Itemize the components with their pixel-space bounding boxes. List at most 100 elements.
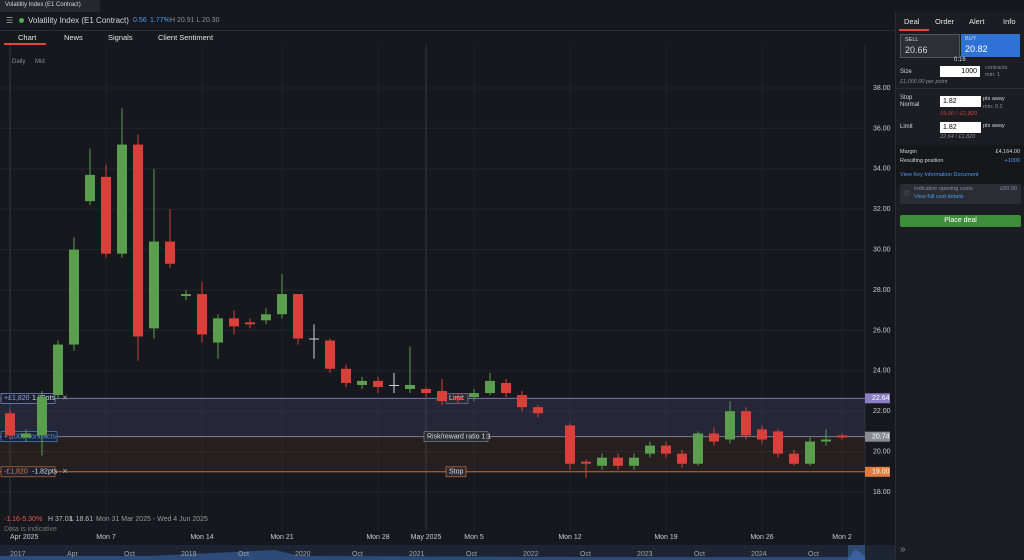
resulting-value: +1000: [1004, 158, 1020, 164]
close-x: ✕: [62, 395, 68, 402]
costs-link[interactable]: View full cost details: [914, 194, 964, 200]
navigator-label: Apr: [67, 551, 79, 558]
menu-icon[interactable]: ☰: [6, 16, 14, 25]
navigator-label: 2020: [295, 551, 311, 558]
tab-underline: [899, 29, 929, 31]
buy-button[interactable]: BUY 20.82: [961, 34, 1020, 57]
candle-body: [309, 338, 319, 340]
buy-label: BUY: [965, 36, 977, 42]
candle-body: [597, 457, 607, 466]
level-tag-box: [445, 466, 467, 478]
candle-body: [469, 393, 479, 398]
candle-body: [709, 433, 719, 442]
y-tick-label: 24.00: [873, 368, 891, 375]
level-tag-box: [423, 431, 489, 442]
candle-body: [325, 340, 335, 369]
x-tick-label: Apr 2025: [10, 534, 39, 541]
navigator-label: 2019: [181, 551, 197, 558]
navigator-label: 2024: [751, 551, 767, 558]
summary-range: Mon 31 Mar 2025 - Wed 4 Jun 2025: [96, 516, 208, 523]
side-label: +£1,820: [4, 395, 30, 402]
sell-price: 20.66: [905, 45, 928, 55]
browser-tab[interactable]: Volatility Index (E1 Contract): [0, 0, 100, 12]
candle-body: [533, 407, 543, 414]
x-tick-label: Mon 21: [270, 534, 293, 541]
candle-body: [133, 144, 143, 337]
x-tick-label: Mon 2: [832, 534, 852, 541]
buy-price: 20.82: [965, 44, 988, 54]
limit-result: 22.64 / £1,820: [940, 134, 976, 140]
tab[interactable]: News: [64, 33, 83, 42]
stop-unit[interactable]: pts away: [983, 96, 1005, 102]
panel-tab[interactable]: Alert: [969, 17, 985, 26]
panel-tab[interactable]: Info: [1003, 17, 1016, 26]
limit-unit[interactable]: pts away: [983, 123, 1005, 129]
tab-title: Volatility Index (E1 Contract): [5, 2, 81, 8]
y-tick-label: 18.00: [873, 489, 891, 496]
candle-body: [5, 413, 15, 436]
candle-body: [117, 144, 127, 254]
per-point: £1,000.00 per point: [900, 79, 948, 85]
margin-value: £4,164.00: [995, 149, 1020, 155]
candle-body: [341, 368, 351, 383]
candle-body: [277, 294, 287, 315]
tab[interactable]: Client Sentiment: [158, 33, 214, 42]
candle-body: [165, 241, 175, 264]
kid-link[interactable]: View Key Information Document: [900, 172, 979, 178]
navigator-label: 2021: [409, 551, 425, 558]
navigator-area: [0, 549, 865, 560]
side-box: [0, 392, 56, 404]
tab[interactable]: Signals: [108, 33, 133, 42]
x-tick-label: Mon 19: [654, 534, 677, 541]
level-tag: Stop: [449, 469, 464, 476]
candle-body: [757, 429, 767, 440]
change-pct: 1.77%: [150, 17, 170, 24]
candle-body: [357, 380, 367, 385]
level-price-box: [865, 466, 890, 477]
stop-type[interactable]: Normal: [900, 102, 920, 108]
navigator-label: 2017: [10, 551, 26, 558]
candle-body: [821, 439, 831, 442]
candle-body: [517, 395, 527, 408]
expand-icon[interactable]: »: [900, 544, 906, 555]
stop-input[interactable]: 1.82: [940, 96, 981, 107]
candle-body: [293, 294, 303, 339]
y-tick-label: 32.00: [873, 206, 891, 213]
summary-change-pct: -5.30%: [20, 516, 42, 523]
navigator-label: 2023: [637, 551, 653, 558]
candle-body: [37, 397, 47, 436]
side-box: [0, 466, 56, 478]
tab[interactable]: Chart: [18, 33, 37, 42]
costs-label: Indicative opening costs: [914, 186, 973, 192]
candle-body: [437, 391, 447, 402]
level-price: 22.64: [872, 395, 890, 402]
costs-box: ⓘ Indicative opening costs £60.00 View f…: [900, 184, 1021, 204]
place-deal[interactable]: Place deal: [900, 215, 1021, 227]
sell-button[interactable]: SELL 20.66: [900, 34, 960, 58]
candle-body: [421, 389, 431, 394]
y-tick-label: 28.00: [873, 287, 891, 294]
candle-body: [373, 380, 383, 387]
header: ☰ Volatility Index (E1 Contract) 0.56 1.…: [0, 12, 895, 31]
candle-body: [565, 425, 575, 464]
limit-band: [0, 398, 865, 437]
interval[interactable]: Daily: [12, 59, 26, 65]
candle-body: [645, 445, 655, 454]
y-tick-label: 20.00: [873, 448, 891, 455]
limit-input[interactable]: 1.82: [940, 122, 981, 133]
level-price-box: [865, 431, 890, 442]
candle-body: [741, 411, 751, 436]
panel-tab[interactable]: Deal: [904, 17, 920, 26]
size-min: min: 1: [985, 72, 1000, 78]
candle-body: [85, 174, 95, 202]
candle-body: [485, 380, 495, 394]
x-tick-label: May 2025: [411, 534, 442, 541]
y-tick-label: 36.00: [873, 125, 891, 132]
candle-body: [229, 318, 239, 327]
price-type[interactable]: Mid: [35, 59, 45, 65]
level-price: 19.00: [872, 469, 890, 476]
size-input[interactable]: 1000: [940, 66, 980, 77]
navigator-label: Oct: [580, 551, 591, 558]
stop-label: Stop: [900, 95, 913, 101]
panel-tab[interactable]: Order: [935, 17, 955, 26]
